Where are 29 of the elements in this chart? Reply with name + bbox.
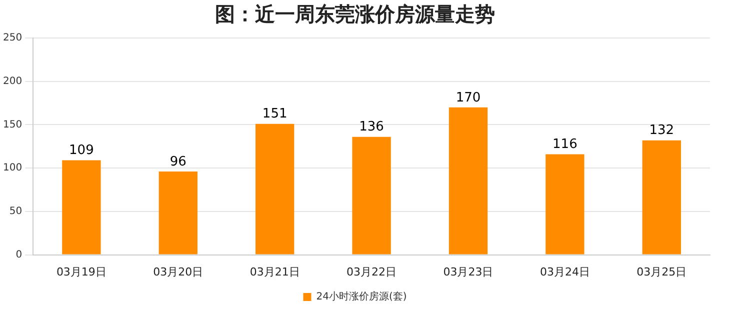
x-tick-label: 03月20日 bbox=[153, 265, 204, 278]
y-tick-label: 150 bbox=[2, 119, 22, 130]
bar bbox=[448, 107, 488, 254]
data-label: 132 bbox=[649, 123, 674, 138]
bar bbox=[256, 124, 294, 254]
legend-label: 24小时涨价房源(套) bbox=[316, 290, 407, 303]
data-label: 96 bbox=[170, 154, 186, 170]
data-label: 151 bbox=[262, 106, 288, 122]
x-tick-label: 03月25日 bbox=[636, 265, 687, 278]
bar bbox=[546, 154, 584, 254]
bar bbox=[158, 172, 198, 254]
bar bbox=[642, 140, 681, 254]
y-tick-label: 50 bbox=[9, 206, 22, 218]
y-tick-label: 100 bbox=[2, 162, 22, 174]
x-tick-label: 03月19日 bbox=[56, 265, 106, 278]
bar bbox=[352, 136, 391, 254]
y-tick-label: 200 bbox=[2, 76, 22, 87]
x-tick-label: 03月24日 bbox=[540, 265, 590, 278]
x-tick-label: 03月21日 bbox=[250, 265, 300, 278]
data-label: 109 bbox=[69, 143, 94, 158]
x-tick-label: 03月22日 bbox=[346, 265, 397, 278]
chart-title: 图：近一周东莞涨价房源量走势 bbox=[215, 2, 495, 26]
data-label: 170 bbox=[456, 90, 481, 106]
y-tick-label: 250 bbox=[2, 32, 22, 44]
y-tick-label: 0 bbox=[16, 249, 22, 260]
data-label: 136 bbox=[359, 120, 384, 135]
bar bbox=[62, 160, 101, 254]
data-label: 116 bbox=[552, 137, 578, 152]
x-tick-label: 03月23日 bbox=[443, 265, 494, 278]
